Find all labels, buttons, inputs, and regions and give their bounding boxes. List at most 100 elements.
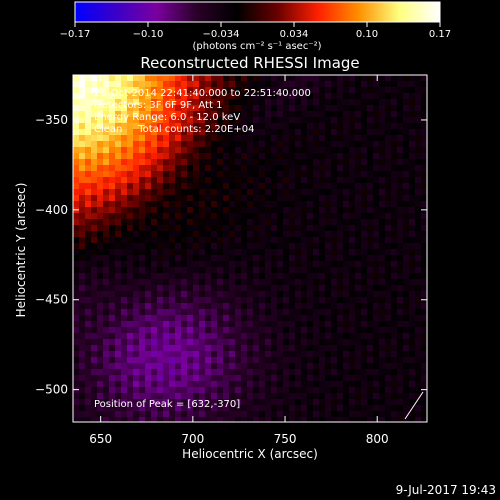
heatmap-cell bbox=[265, 351, 271, 357]
heatmap-cell bbox=[391, 249, 397, 255]
heatmap-cell bbox=[115, 333, 121, 339]
heatmap-cell bbox=[391, 123, 397, 129]
heatmap-cell bbox=[181, 87, 187, 93]
heatmap-cell bbox=[211, 309, 217, 315]
heatmap-cell bbox=[313, 207, 319, 213]
heatmap-cell bbox=[181, 333, 187, 339]
heatmap-cell bbox=[373, 153, 379, 159]
heatmap-cell bbox=[103, 243, 109, 249]
heatmap-cell bbox=[331, 123, 337, 129]
heatmap-cell bbox=[121, 327, 127, 333]
heatmap-cell bbox=[103, 237, 109, 243]
heatmap-cell bbox=[367, 105, 373, 111]
heatmap-cell bbox=[367, 171, 373, 177]
heatmap-cell bbox=[253, 393, 259, 399]
heatmap-cell bbox=[295, 363, 301, 369]
heatmap-cell bbox=[73, 129, 79, 135]
heatmap-cell bbox=[361, 117, 367, 123]
heatmap-cell bbox=[91, 153, 97, 159]
heatmap-cell bbox=[331, 327, 337, 333]
heatmap-cell bbox=[385, 171, 391, 177]
heatmap-cell bbox=[337, 87, 343, 93]
heatmap-cell bbox=[109, 387, 115, 393]
heatmap-cell bbox=[265, 177, 271, 183]
heatmap-cell bbox=[415, 147, 421, 153]
heatmap-cell bbox=[223, 135, 229, 141]
heatmap-cell bbox=[247, 351, 253, 357]
heatmap-cell bbox=[253, 351, 259, 357]
heatmap-cell bbox=[379, 93, 385, 99]
heatmap-cell bbox=[235, 375, 241, 381]
heatmap-cell bbox=[421, 135, 427, 141]
heatmap-cell bbox=[247, 273, 253, 279]
heatmap-cell bbox=[331, 219, 337, 225]
heatmap-cell bbox=[193, 357, 199, 363]
heatmap-cell bbox=[73, 183, 79, 189]
heatmap-cell bbox=[205, 327, 211, 333]
heatmap-cell bbox=[241, 357, 247, 363]
heatmap-cell bbox=[349, 129, 355, 135]
heatmap-cell bbox=[343, 81, 349, 87]
heatmap-cell bbox=[229, 195, 235, 201]
heatmap-cell bbox=[349, 339, 355, 345]
heatmap-cell bbox=[325, 387, 331, 393]
heatmap-cell bbox=[379, 261, 385, 267]
heatmap-cell bbox=[331, 99, 337, 105]
heatmap-cell bbox=[229, 315, 235, 321]
heatmap-cell bbox=[361, 201, 367, 207]
heatmap-cell bbox=[385, 333, 391, 339]
heatmap-cell bbox=[169, 123, 175, 129]
heatmap-cell bbox=[205, 237, 211, 243]
heatmap-cell bbox=[247, 189, 253, 195]
heatmap-cell bbox=[181, 237, 187, 243]
heatmap-cell bbox=[163, 219, 169, 225]
heatmap-cell bbox=[79, 345, 85, 351]
heatmap-cell bbox=[259, 153, 265, 159]
heatmap-cell bbox=[301, 255, 307, 261]
heatmap-cell bbox=[103, 231, 109, 237]
heatmap-cell bbox=[265, 135, 271, 141]
heatmap-cell bbox=[121, 405, 127, 411]
heatmap-cell bbox=[373, 207, 379, 213]
heatmap-cell bbox=[265, 387, 271, 393]
heatmap-cell bbox=[307, 81, 313, 87]
heatmap-cell bbox=[223, 267, 229, 273]
heatmap-cell bbox=[283, 177, 289, 183]
heatmap-cell bbox=[217, 327, 223, 333]
heatmap-cell bbox=[109, 81, 115, 87]
heatmap-cell bbox=[85, 351, 91, 357]
heatmap-cell bbox=[421, 267, 427, 273]
heatmap-cell bbox=[127, 213, 133, 219]
heatmap-cell bbox=[247, 411, 253, 417]
heatmap-cell bbox=[205, 261, 211, 267]
heatmap-cell bbox=[73, 93, 79, 99]
heatmap-cell bbox=[397, 81, 403, 87]
heatmap-cell bbox=[307, 183, 313, 189]
heatmap-cell bbox=[217, 363, 223, 369]
heatmap-cell bbox=[139, 417, 145, 422]
heatmap-cell bbox=[337, 183, 343, 189]
heatmap-cell bbox=[391, 231, 397, 237]
heatmap-cell bbox=[289, 231, 295, 237]
heatmap-cell bbox=[97, 177, 103, 183]
heatmap-cell bbox=[85, 285, 91, 291]
heatmap-cell bbox=[103, 141, 109, 147]
heatmap-cell bbox=[259, 375, 265, 381]
heatmap-cell bbox=[403, 189, 409, 195]
heatmap-cell bbox=[211, 417, 217, 422]
heatmap-cell bbox=[349, 93, 355, 99]
heatmap-cell bbox=[193, 111, 199, 117]
heatmap-cell bbox=[301, 387, 307, 393]
heatmap-cell bbox=[199, 399, 205, 405]
heatmap-cell bbox=[133, 105, 139, 111]
heatmap-cell bbox=[361, 81, 367, 87]
heatmap-cell bbox=[127, 375, 133, 381]
heatmap-cell bbox=[145, 147, 151, 153]
heatmap-cell bbox=[109, 75, 115, 81]
heatmap-cell bbox=[91, 123, 97, 129]
heatmap-cell bbox=[415, 153, 421, 159]
heatmap-cell bbox=[409, 393, 415, 399]
heatmap-cell bbox=[145, 249, 151, 255]
heatmap-cell bbox=[127, 171, 133, 177]
heatmap-cell bbox=[157, 93, 163, 99]
